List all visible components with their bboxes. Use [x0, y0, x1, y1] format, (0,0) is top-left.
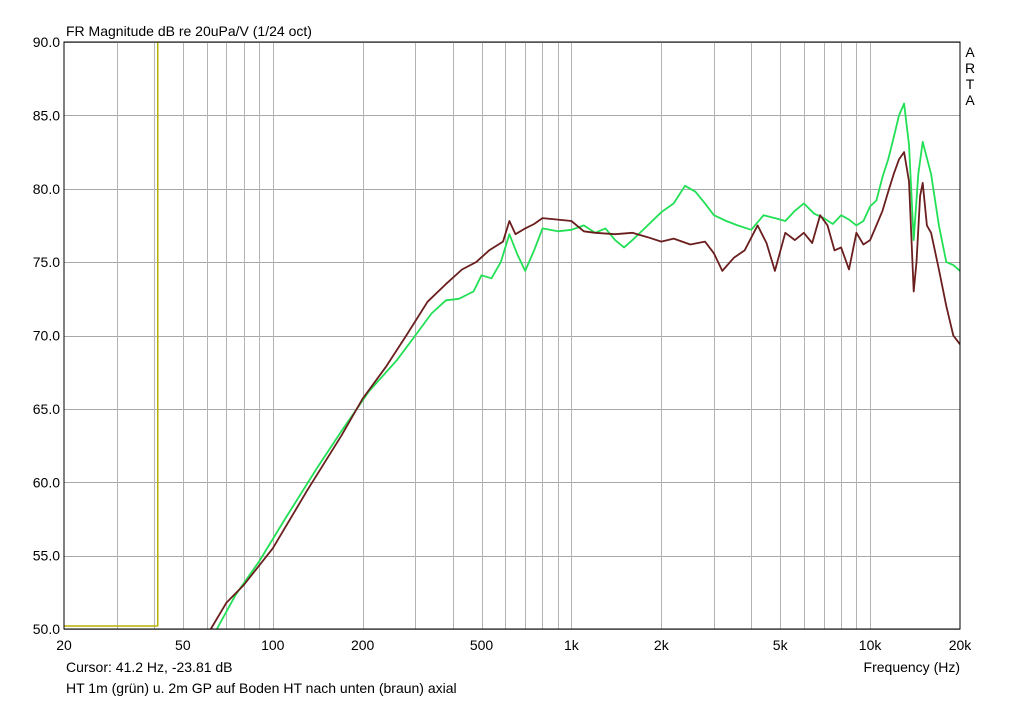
y-tick-label: 70.0	[33, 328, 60, 344]
brand-letter: A	[965, 92, 975, 108]
y-tick-label: 90.0	[33, 34, 60, 50]
x-tick-label: 20k	[949, 637, 973, 653]
x-tick-label: 200	[351, 637, 375, 653]
brand-letter: R	[965, 60, 975, 76]
series-line-green	[216, 102, 961, 630]
y-tick-label: 75.0	[33, 254, 60, 270]
grid-lines	[64, 42, 960, 630]
brand-letter: T	[966, 76, 975, 92]
x-tick-label: 20	[56, 637, 72, 653]
x-axis-ticks: 20 50 100 200 500 1k 2k 5k 10k 20k	[56, 637, 972, 653]
x-tick-label: 1k	[564, 637, 580, 653]
series-lines	[210, 102, 961, 630]
y-tick-label: 55.0	[33, 548, 60, 564]
x-tick-label: 5k	[773, 637, 789, 653]
y-tick-label: 50.0	[33, 621, 60, 637]
x-axis-label: Frequency (Hz)	[864, 659, 960, 675]
x-tick-label: 500	[470, 637, 494, 653]
x-tick-label: 50	[175, 637, 191, 653]
y-tick-label: 65.0	[33, 401, 60, 417]
plot-frame	[63, 41, 961, 630]
x-tick-label: 10k	[859, 637, 883, 653]
series-line-brown	[210, 151, 961, 630]
chart-caption: HT 1m (grün) u. 2m GP auf Boden HT nach …	[66, 680, 457, 696]
y-axis-ticks: 50.0 55.0 60.0 65.0 70.0 75.0 80.0 85.0 90.0	[33, 34, 60, 637]
y-tick-label: 60.0	[33, 474, 60, 490]
cursor-marker	[64, 42, 159, 627]
brand-letter: A	[965, 44, 975, 60]
y-tick-label: 85.0	[33, 107, 60, 123]
x-tick-label: 2k	[654, 637, 670, 653]
cursor-readout: Cursor: 41.2 Hz, -23.81 dB	[66, 659, 233, 675]
chart-title: FR Magnitude dB re 20uPa/V (1/24 oct)	[66, 23, 312, 39]
y-tick-label: 80.0	[33, 181, 60, 197]
x-tick-label: 100	[261, 637, 285, 653]
